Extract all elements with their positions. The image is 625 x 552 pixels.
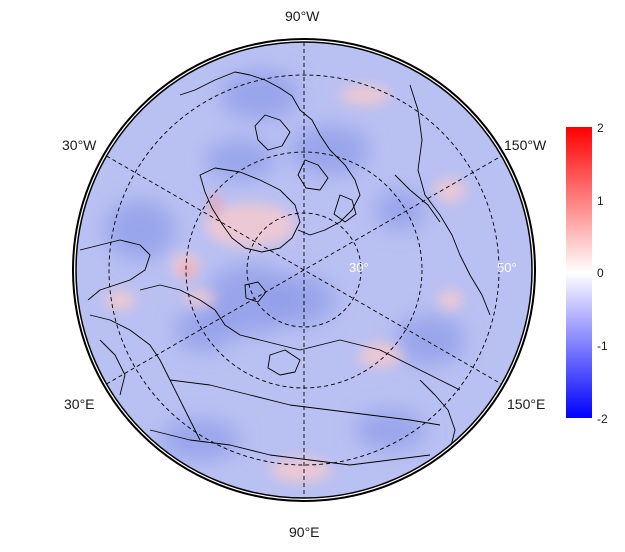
map-border-inner (75, 41, 533, 499)
eurasia-north-coast-outline (139, 284, 461, 391)
dark-anomaly-patches (105, 70, 465, 460)
colorbar-tick-minus2: -2 (597, 412, 608, 426)
hot-anomaly-patches (182, 195, 221, 278)
europe-border-outline (99, 339, 126, 396)
kamchatka-outline (419, 379, 456, 451)
central-asia-border-outline (149, 429, 431, 466)
novaya-zemlya-outline (267, 349, 301, 376)
scandinavia-coast-outline (79, 239, 151, 301)
alaska-coast-outline (409, 84, 491, 316)
bering-coast-outline (394, 174, 441, 223)
colorbar-tick-minus1: -1 (597, 339, 608, 353)
coastlines (79, 71, 491, 466)
arctic-island-outline (333, 194, 357, 223)
lat-label-50: 50° (497, 260, 517, 275)
latitude-circle-outer (108, 74, 500, 466)
colorbar-tick-0: 0 (597, 266, 604, 280)
map-border-outer (72, 38, 536, 502)
svalbard-outline (244, 281, 267, 303)
russia-border-outline (89, 314, 201, 441)
meridian-30w-150e (106, 155, 502, 385)
anomaly-field: 30° 50° (76, 42, 532, 498)
colorbar-tick-1: 1 (597, 194, 604, 208)
arctic-island-outline (297, 159, 329, 191)
graticule (106, 42, 502, 498)
colorbar (566, 127, 592, 418)
lon-label-150w: 150°W (504, 137, 547, 153)
meridian-30e-150w (106, 155, 502, 385)
siberia-border-outline (169, 379, 441, 426)
greenland-outline (199, 167, 301, 253)
lon-label-90w: 90°W (285, 8, 320, 24)
lon-label-150e: 150°E (507, 396, 546, 412)
warm-anomaly-patches (105, 85, 465, 482)
lon-label-90e: 90°E (289, 524, 320, 540)
lat-label-30: 30° (349, 260, 369, 275)
colorbar-tick-2: 2 (597, 121, 604, 135)
lon-label-30w: 30°W (62, 137, 97, 153)
lon-label-30e: 30°E (64, 396, 95, 412)
baffin-island-outline (254, 114, 291, 151)
